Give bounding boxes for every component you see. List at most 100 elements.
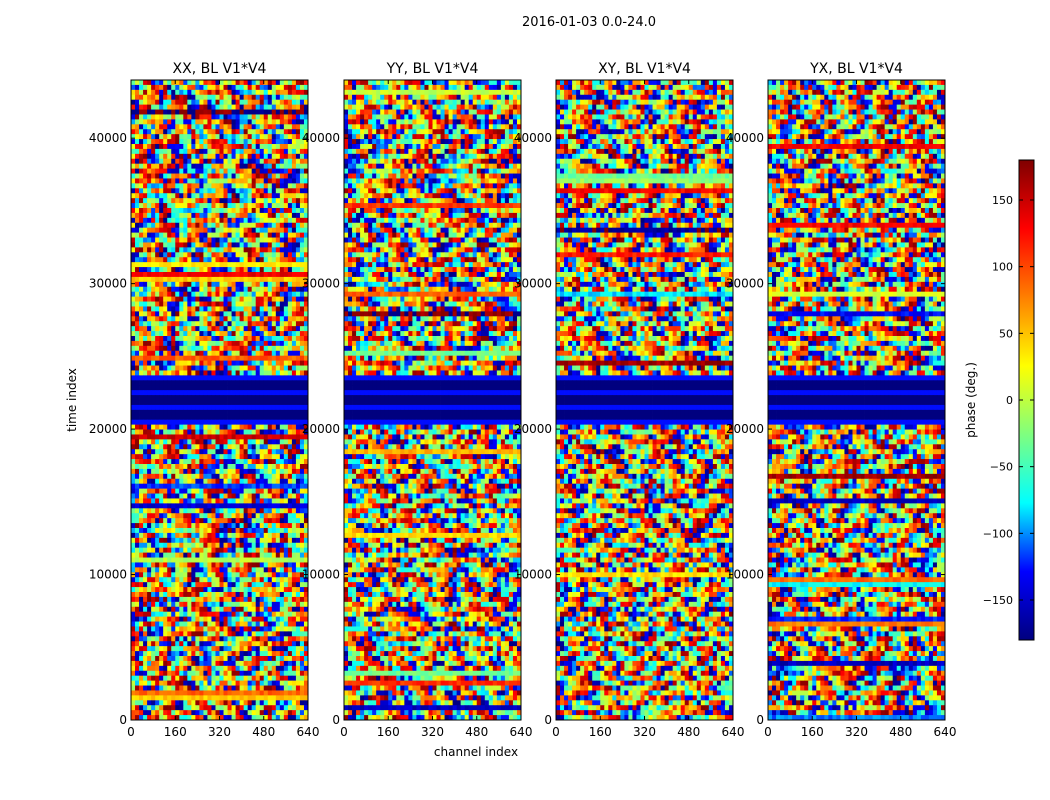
heatmap-cell: [295, 355, 301, 362]
heatmap-cell: [139, 464, 144, 470]
heatmap-cell: [143, 80, 148, 86]
heatmap-cell: [287, 212, 293, 219]
heatmap-cell: [279, 557, 285, 563]
heatmap-cell: [295, 306, 301, 312]
heatmap-cell: [191, 178, 196, 184]
heatmap-cell: [175, 473, 180, 480]
heatmap-cell: [251, 104, 257, 110]
heatmap-cell: [159, 409, 164, 416]
heatmap-cell: [227, 355, 232, 362]
heatmap-cell: [271, 547, 277, 554]
heatmap-cell: [211, 601, 216, 608]
heatmap-cell: [179, 119, 184, 125]
heatmap-cell: [251, 390, 257, 396]
heatmap-cell: [227, 498, 232, 504]
heatmap-cell: [203, 286, 208, 293]
heatmap-cell: [295, 601, 301, 608]
heatmap-cell: [263, 276, 269, 283]
heatmap-cell: [155, 434, 160, 440]
heatmap-cell: [283, 611, 289, 618]
heatmap-cell: [303, 84, 309, 91]
heatmap-cell: [175, 144, 180, 150]
heatmap-cell: [183, 94, 188, 101]
heatmap-cell: [211, 301, 216, 307]
heatmap-cell: [203, 473, 208, 480]
heatmap-cell: [135, 468, 140, 475]
heatmap-cell: [175, 542, 180, 549]
heatmap-cell: [267, 306, 273, 312]
heatmap-cell: [235, 547, 241, 554]
heatmap-cell: [179, 478, 184, 485]
heatmap-cell: [163, 119, 168, 125]
heatmap-cell: [215, 252, 220, 258]
heatmap-cell: [167, 168, 172, 174]
heatmap-cell: [131, 276, 136, 283]
heatmap-cell: [131, 109, 136, 115]
heatmap-cell: [251, 276, 257, 283]
heatmap-cell: [147, 144, 152, 150]
heatmap-cell: [199, 483, 204, 490]
heatmap-cell: [159, 434, 164, 440]
heatmap-cell: [219, 119, 224, 125]
heatmap-cell: [247, 232, 253, 238]
heatmap-cell: [303, 345, 309, 352]
heatmap-cell: [227, 631, 232, 637]
heatmap-cell: [207, 409, 212, 416]
heatmap-cell: [251, 419, 257, 426]
heatmap-cell: [135, 208, 140, 214]
heatmap-cell: [175, 596, 180, 603]
heatmap-cell: [247, 577, 253, 583]
heatmap-cell: [131, 577, 136, 583]
heatmap-cell: [291, 596, 297, 603]
heatmap-cell: [275, 557, 281, 563]
heatmap-cell: [275, 80, 281, 86]
heatmap-cell: [275, 468, 281, 475]
heatmap-cell: [207, 523, 212, 529]
heatmap-cell: [291, 257, 297, 263]
heatmap-cell: [303, 208, 309, 214]
heatmap-cell: [227, 281, 232, 288]
heatmap-cell: [255, 414, 261, 421]
heatmap-cell: [235, 153, 241, 160]
heatmap-cell: [171, 562, 176, 568]
heatmap-cell: [235, 336, 241, 342]
heatmap-cell: [195, 345, 200, 352]
heatmap-cell: [179, 454, 184, 460]
heatmap-cell: [159, 99, 164, 106]
heatmap-cell: [151, 468, 156, 475]
heatmap-cell: [207, 119, 212, 125]
heatmap-cell: [171, 360, 176, 366]
heatmap-cell: [167, 80, 172, 86]
heatmap-cell: [247, 183, 253, 189]
heatmap-cell: [227, 542, 232, 549]
heatmap-cell: [223, 119, 228, 125]
heatmap-cell: [251, 257, 257, 263]
heatmap-cell: [187, 173, 192, 179]
heatmap-cell: [239, 626, 245, 632]
heatmap-cell: [143, 227, 148, 234]
heatmap-cell: [187, 631, 192, 637]
heatmap-cell: [243, 212, 249, 219]
heatmap-cell: [203, 577, 208, 583]
heatmap-cell: [271, 306, 277, 312]
heatmap-cell: [251, 606, 257, 613]
heatmap-cell: [187, 350, 192, 357]
heatmap-cell: [263, 375, 269, 381]
heatmap-cell: [287, 84, 293, 91]
heatmap-cell: [279, 400, 285, 406]
heatmap-cell: [135, 336, 140, 342]
heatmap-cell: [291, 547, 297, 554]
heatmap-cell: [187, 611, 192, 618]
heatmap-cell: [163, 518, 168, 524]
heatmap-cell: [267, 114, 273, 120]
heatmap-cell: [159, 350, 164, 357]
heatmap-cell: [283, 488, 289, 494]
heatmap-cell: [195, 252, 200, 258]
heatmap-cell: [211, 562, 216, 568]
heatmap-cell: [211, 198, 216, 204]
heatmap-cell: [215, 104, 220, 110]
heatmap-cell: [183, 296, 188, 302]
heatmap-cell: [259, 109, 265, 115]
heatmap-cell: [279, 188, 285, 194]
heatmap-cell: [263, 168, 269, 174]
